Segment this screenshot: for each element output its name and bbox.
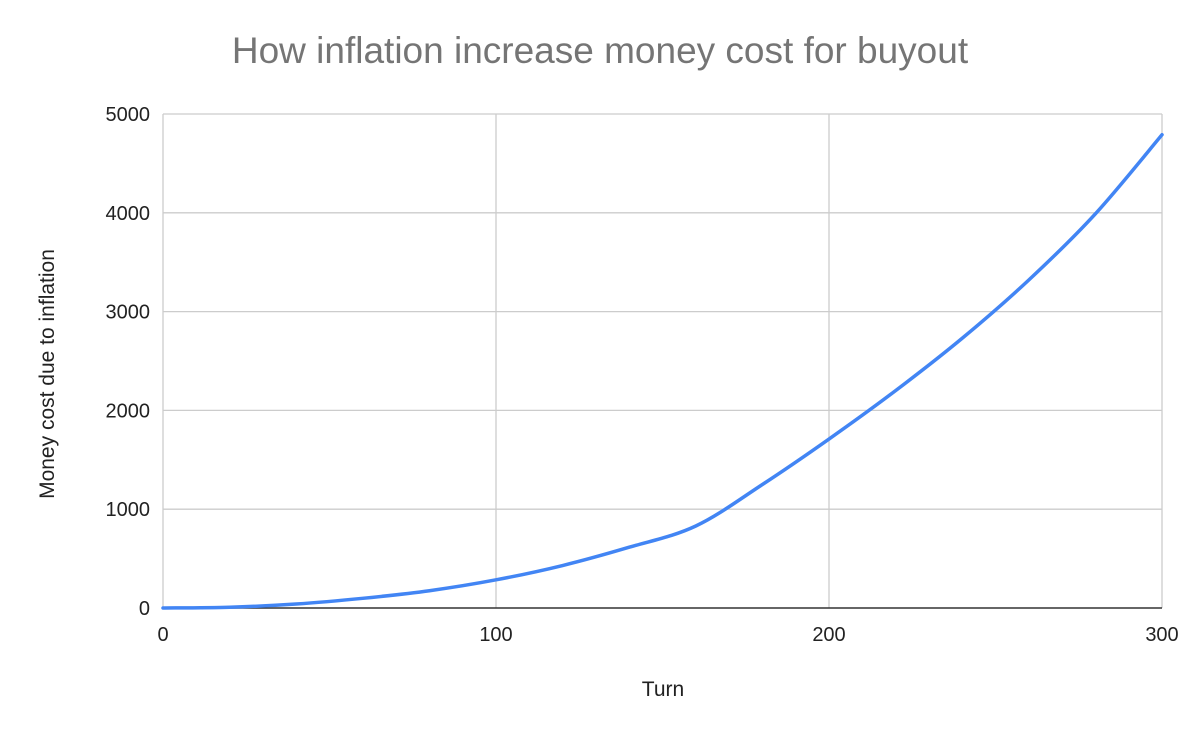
x-tick-label: 100 [479, 624, 512, 646]
tick-labels: 0 1000 2000 3000 4000 5000 0 100 200 300 [106, 104, 1179, 646]
y-axis-label: Money cost due to inflation [36, 249, 59, 499]
y-tick-label: 5000 [106, 104, 151, 126]
x-tick-label: 200 [812, 624, 845, 646]
x-axis-label: Turn [641, 678, 685, 701]
x-tick-label: 300 [1145, 624, 1178, 646]
series-line [161, 133, 1164, 610]
y-tick-label: 3000 [106, 302, 151, 324]
y-tick-label: 2000 [106, 400, 151, 422]
y-tick-label: 4000 [106, 203, 151, 225]
grid [162, 113, 1163, 609]
y-tick-label: 0 [139, 598, 150, 620]
x-tick-label: 0 [157, 624, 168, 646]
chart-title: How inflation increase money cost for bu… [231, 30, 969, 71]
series-layer [161, 133, 1164, 610]
y-tick-label: 1000 [106, 499, 151, 521]
